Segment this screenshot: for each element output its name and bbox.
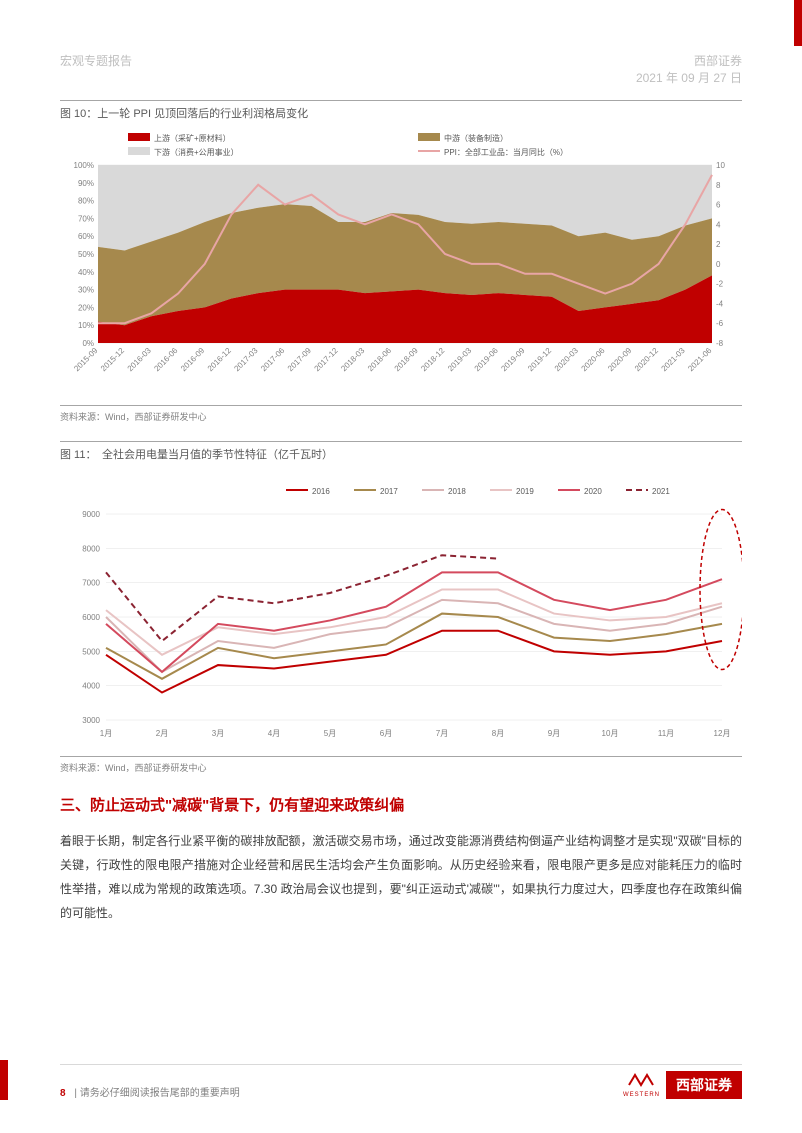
- svg-text:9月: 9月: [548, 729, 560, 738]
- svg-text:7000: 7000: [82, 579, 100, 588]
- svg-text:5000: 5000: [82, 647, 100, 656]
- fig10-source: 资料来源：Wind，西部证券研发中心: [60, 405, 742, 423]
- svg-text:2015-09: 2015-09: [72, 346, 100, 374]
- header-left: 宏观专题报告: [60, 52, 132, 86]
- svg-text:2017: 2017: [380, 487, 398, 496]
- svg-text:2016-06: 2016-06: [152, 346, 180, 374]
- svg-text:4: 4: [716, 220, 721, 229]
- svg-text:11月: 11月: [658, 729, 674, 738]
- svg-text:90%: 90%: [78, 179, 94, 188]
- svg-text:2016: 2016: [312, 487, 330, 496]
- svg-text:2018-03: 2018-03: [339, 346, 367, 374]
- svg-text:3000: 3000: [82, 716, 100, 725]
- svg-text:2020-12: 2020-12: [633, 346, 661, 374]
- svg-text:8: 8: [716, 181, 721, 190]
- fig11-title: 图 11： 全社会用电量当月值的季节性特征（亿千瓦时）: [60, 441, 742, 462]
- svg-text:2021-06: 2021-06: [686, 346, 714, 374]
- svg-text:40%: 40%: [78, 268, 94, 277]
- svg-text:2018-06: 2018-06: [366, 346, 394, 374]
- western-text: WESTERN: [623, 1092, 660, 1099]
- svg-text:-6: -6: [716, 319, 724, 328]
- footer-left: 8 | 请务必仔细阅读报告尾部的重要声明: [60, 1084, 240, 1099]
- brand-name: 西部证券: [666, 1071, 742, 1099]
- svg-text:10: 10: [716, 161, 725, 170]
- svg-text:2020-06: 2020-06: [580, 346, 608, 374]
- svg-text:2017-12: 2017-12: [313, 346, 341, 374]
- svg-text:4月: 4月: [268, 729, 280, 738]
- svg-text:30%: 30%: [78, 286, 94, 295]
- svg-text:-2: -2: [716, 280, 724, 289]
- fig10-title: 图 10：上一轮 PPI 见顶回落后的行业利润格局变化: [60, 100, 742, 121]
- svg-text:10%: 10%: [78, 321, 94, 330]
- svg-text:7月: 7月: [436, 729, 448, 738]
- svg-text:9000: 9000: [82, 510, 100, 519]
- svg-text:100%: 100%: [74, 161, 94, 170]
- svg-text:8月: 8月: [492, 729, 504, 738]
- section3-body: 着眼于长期，制定各行业紧平衡的碳排放配额，激活碳交易市场，通过改变能源消费结构倒…: [60, 829, 742, 925]
- svg-text:-4: -4: [716, 299, 724, 308]
- svg-text:6: 6: [716, 201, 721, 210]
- svg-text:2015-12: 2015-12: [99, 346, 127, 374]
- footer-logo: WESTERN 西部证券: [623, 1071, 742, 1099]
- svg-text:2017-09: 2017-09: [286, 346, 314, 374]
- svg-text:中游（装备制造）: 中游（装备制造）: [444, 133, 508, 143]
- svg-text:2019-06: 2019-06: [473, 346, 501, 374]
- svg-text:2020: 2020: [584, 487, 602, 496]
- svg-text:2016-03: 2016-03: [126, 346, 154, 374]
- svg-text:下游（消费+公用事业）: 下游（消费+公用事业）: [154, 147, 239, 157]
- page-number: 8: [60, 1088, 66, 1099]
- decorative-bar-top: [794, 0, 802, 46]
- svg-text:2016-12: 2016-12: [206, 346, 234, 374]
- svg-text:2020-03: 2020-03: [553, 346, 581, 374]
- svg-text:2019: 2019: [516, 487, 534, 496]
- page-header: 宏观专题报告 西部证券 2021 年 09 月 27 日: [0, 0, 802, 92]
- svg-text:2月: 2月: [156, 729, 168, 738]
- section3-title: 三、防止运动式"减碳"背景下，仍有望迎来政策纠偏: [60, 794, 742, 815]
- svg-text:0: 0: [716, 260, 721, 269]
- svg-text:5月: 5月: [324, 729, 336, 738]
- decorative-bar-left: [0, 1060, 8, 1100]
- svg-text:2017-06: 2017-06: [259, 346, 287, 374]
- svg-text:2020-09: 2020-09: [606, 346, 634, 374]
- western-logo-icon: WESTERN: [623, 1071, 660, 1098]
- svg-text:10月: 10月: [602, 729, 619, 738]
- svg-text:2019-12: 2019-12: [526, 346, 554, 374]
- svg-text:2018-12: 2018-12: [419, 346, 447, 374]
- svg-text:60%: 60%: [78, 232, 94, 241]
- header-right: 西部证券 2021 年 09 月 27 日: [636, 52, 742, 86]
- fig11-source: 资料来源：Wind，西部证券研发中心: [60, 756, 742, 774]
- page-footer: 8 | 请务必仔细阅读报告尾部的重要声明 WESTERN 西部证券: [60, 1064, 742, 1099]
- svg-text:20%: 20%: [78, 303, 94, 312]
- header-org: 西部证券: [636, 52, 742, 69]
- svg-text:PPI：全部工业品：当月同比（%）: PPI：全部工业品：当月同比（%）: [444, 147, 568, 157]
- svg-text:80%: 80%: [78, 197, 94, 206]
- header-date: 2021 年 09 月 27 日: [636, 69, 742, 86]
- svg-text:2: 2: [716, 240, 721, 249]
- svg-text:8000: 8000: [82, 544, 100, 553]
- svg-text:2019-03: 2019-03: [446, 346, 474, 374]
- svg-text:2018-09: 2018-09: [393, 346, 421, 374]
- footer-divider: |: [74, 1088, 77, 1099]
- svg-text:2021: 2021: [652, 487, 670, 496]
- svg-text:2021-03: 2021-03: [660, 346, 688, 374]
- svg-text:6000: 6000: [82, 613, 100, 622]
- svg-text:70%: 70%: [78, 214, 94, 223]
- svg-text:2018: 2018: [448, 487, 466, 496]
- svg-text:1月: 1月: [100, 729, 112, 738]
- svg-text:2019-09: 2019-09: [499, 346, 527, 374]
- svg-text:2016-09: 2016-09: [179, 346, 207, 374]
- svg-text:3月: 3月: [212, 729, 224, 738]
- svg-text:2017-03: 2017-03: [232, 346, 260, 374]
- svg-text:-8: -8: [716, 339, 724, 348]
- svg-text:50%: 50%: [78, 250, 94, 259]
- svg-text:上游（采矿+原材料）: 上游（采矿+原材料）: [154, 133, 231, 143]
- svg-text:12月: 12月: [714, 729, 731, 738]
- fig11-chart: 2016 2017 2018 2019 2020 2021 3000 4000 5000 6000…: [60, 470, 742, 750]
- fig10-chart: 上游（采矿+原材料） 中游（装备制造） 下游（消费+公用事业） PPI：全部工业品：当…: [60, 129, 742, 399]
- svg-text:4000: 4000: [82, 682, 100, 691]
- svg-text:6月: 6月: [380, 729, 392, 738]
- footer-disclaimer: 请务必仔细阅读报告尾部的重要声明: [80, 1088, 240, 1099]
